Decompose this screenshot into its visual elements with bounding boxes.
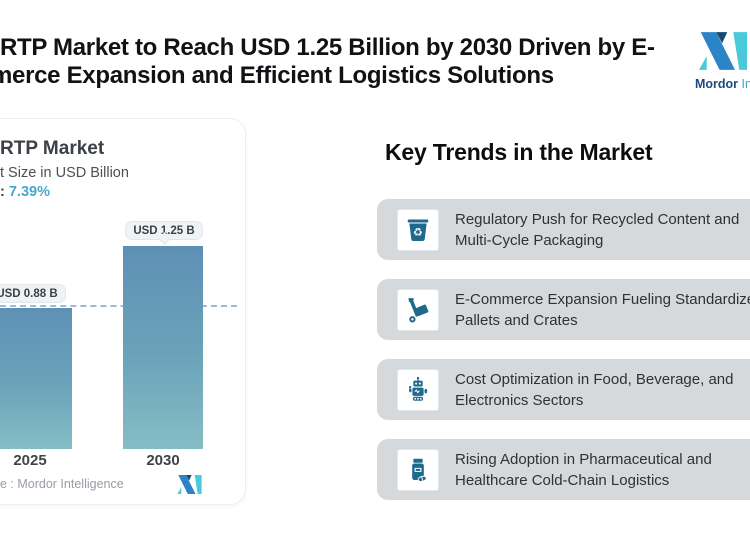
trend-text: Cost Optimization in Food, Beverage, and… <box>455 369 733 411</box>
trend-line1: Regulatory Push for Recycled Content and <box>455 210 740 228</box>
recycle-bin-icon: ♻ <box>398 209 438 250</box>
trend-line1: Rising Adoption in Pharmaceutical and <box>455 450 712 468</box>
brand-wordmark: Mordor Intelligence <box>695 77 750 91</box>
mordor-mini-logo-icon <box>177 475 202 499</box>
chart-title: RTP Market <box>0 138 105 159</box>
trend-line1: Cost Optimization in Food, Beverage, and <box>455 370 734 388</box>
trend-line2: Pallets and Crates <box>455 311 578 329</box>
brand-name-bold: Mordor <box>695 77 739 91</box>
trend-card-recycled-content: ♻ Regulatory Push for Recycled Content a… <box>377 199 750 260</box>
trend-card-pharma: Rising Adoption in Pharmaceutical and He… <box>377 439 750 500</box>
mordor-logo-icon <box>699 32 747 70</box>
brand-name-light: Intelligence <box>741 77 750 91</box>
trend-text: Regulatory Push for Recycled Content and… <box>455 209 739 251</box>
cagr-prefix: : <box>0 184 9 200</box>
trend-line1: E-Commerce Expansion Fueling Standardize… <box>455 290 750 308</box>
trend-text: Rising Adoption in Pharmaceutical and He… <box>455 449 712 491</box>
trend-line2: Multi-Cycle Packaging <box>455 231 604 249</box>
trend-line2: Electronics Sectors <box>455 391 584 409</box>
page-title-line2: merce Expansion and Efficient Logistics … <box>0 62 554 89</box>
trend-line2: Healthcare Cold-Chain Logistics <box>455 471 670 489</box>
robot-icon <box>398 369 438 410</box>
chart-source: e : Mordor Intelligence <box>0 477 124 491</box>
x-axis-label-2025: 2025 <box>13 452 47 469</box>
x-axis-label-2030: 2030 <box>146 452 180 469</box>
reference-dashed-line <box>0 305 237 307</box>
brand-logo: Mordor Intelligence <box>695 28 750 91</box>
chart-subtitle: t Size in USD Billion <box>0 165 129 181</box>
page-title: RTP Market to Reach USD 1.25 Billion by … <box>0 34 655 90</box>
trends-heading: Key Trends in the Market <box>385 139 653 165</box>
svg-text:♻: ♻ <box>413 226 423 239</box>
trend-card-ecommerce: E-Commerce Expansion Fueling Standardize… <box>377 279 750 340</box>
page-title-line1: RTP Market to Reach USD 1.25 Billion by … <box>0 34 655 61</box>
cagr-value: 7.39% <box>8 184 50 200</box>
hand-truck-icon <box>398 289 438 330</box>
bar-2030 <box>123 246 203 449</box>
bar-2025 <box>0 308 72 449</box>
pill-bottle-icon <box>398 449 438 490</box>
trend-text: E-Commerce Expansion Fueling Standardize… <box>455 289 750 331</box>
data-label-2030: USD 1.25 B <box>125 221 203 240</box>
chart-cagr: : 7.39% <box>0 184 50 200</box>
trend-card-cost-optimization: Cost Optimization in Food, Beverage, and… <box>377 359 750 420</box>
data-label-2025: USD 0.88 B <box>0 284 66 303</box>
